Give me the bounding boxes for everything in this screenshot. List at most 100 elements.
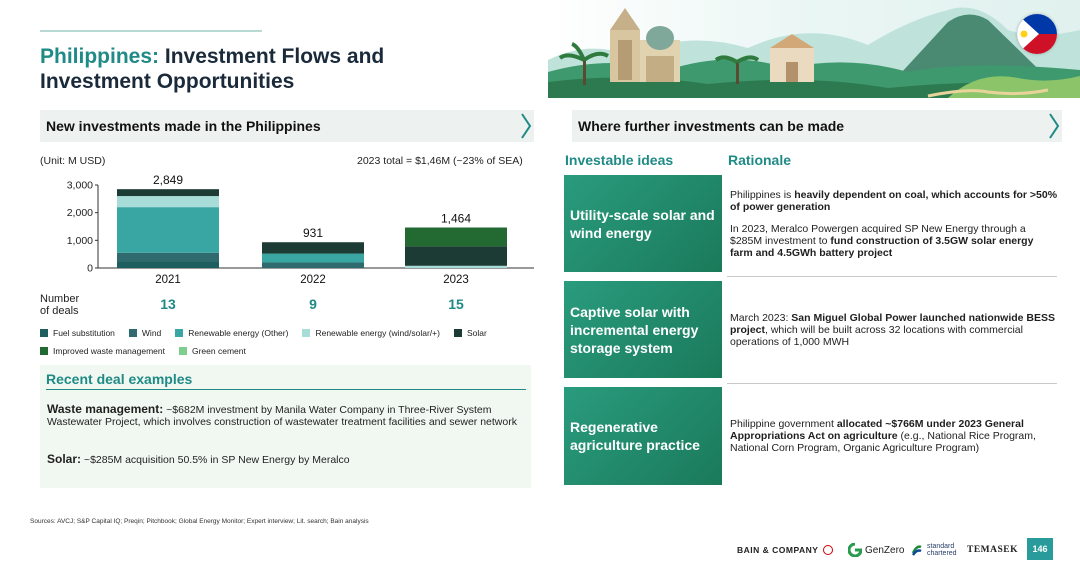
rationale-text: , which will be built across 32 location… bbox=[730, 324, 1023, 348]
legend-label: Green cement bbox=[191, 346, 246, 356]
banner-illustration bbox=[548, 0, 1080, 98]
right-section-header: Where further investments can be made bbox=[572, 110, 1062, 142]
rationale-text: Philippine government bbox=[730, 418, 837, 430]
bar-segment bbox=[117, 196, 219, 208]
chevron-right-icon bbox=[1049, 113, 1060, 139]
genzero-logo: GenZero bbox=[848, 538, 904, 562]
investment-bar-chart: 0 1,000 2,000 3,000 2,849 2021 931 2022 1,464 202… bbox=[67, 173, 534, 286]
total-label: 2023 total = $1,46M (~23% of SEA) bbox=[357, 155, 523, 167]
rationale-bold: San Miguel Global Power launched nationw… bbox=[730, 312, 1056, 336]
legend-item-renewable-other: Renewable energy (Other) bbox=[175, 328, 288, 338]
bar-total-label: 2,849 bbox=[153, 173, 183, 187]
y-tick-label: 2,000 bbox=[67, 207, 93, 219]
philippines-flag-icon bbox=[1017, 14, 1057, 54]
bar-segment bbox=[405, 246, 507, 266]
left-section-header: New investments made in the Philippines bbox=[40, 110, 534, 142]
bar-segment bbox=[117, 207, 219, 253]
recent-deals-box: Recent deal examples Waste management: ~… bbox=[40, 365, 531, 488]
x-tick-label: 2023 bbox=[443, 274, 469, 286]
legend-item-green-cement: Green cement bbox=[178, 346, 246, 356]
bain-logo: BAIN & COMPANY bbox=[737, 538, 834, 562]
legend-label: Solar bbox=[466, 328, 487, 338]
deal-example-label: Waste management: bbox=[47, 402, 164, 416]
legend-label: Fuel substitution bbox=[53, 328, 115, 338]
rationale-text: Philippines is bbox=[730, 189, 795, 201]
bar-segment bbox=[262, 242, 364, 254]
legend-label: Improved waste management bbox=[53, 346, 165, 356]
legend-item-fuel-substitution: Fuel substitution bbox=[40, 328, 115, 338]
deal-example-text: ~$285M acquisition 50.5% in SP New Energ… bbox=[81, 454, 350, 466]
sc-logo-text: chartered bbox=[927, 550, 957, 557]
row-divider bbox=[727, 383, 1057, 384]
legend-item-improved-waste-management: Improved waste management bbox=[40, 346, 165, 356]
title-line1: Investment Flows and bbox=[164, 45, 385, 68]
temasek-logo: TEMASEK bbox=[967, 545, 1019, 555]
idea-captive-solar: Captive solar with incremental energy st… bbox=[564, 281, 722, 378]
rationale-text: (e.g., National Rice Program, National C… bbox=[730, 430, 1036, 454]
recent-deals-title: Recent deal examples bbox=[46, 371, 193, 387]
legend-label: Renewable energy (wind/solar/+) bbox=[315, 328, 440, 338]
y-tick-label: 0 bbox=[87, 263, 93, 275]
bain-mark-icon bbox=[823, 545, 834, 555]
top-rule bbox=[40, 30, 262, 32]
sc-logo-text: standard bbox=[927, 543, 955, 550]
bar-segment bbox=[262, 253, 364, 263]
bar-segment bbox=[117, 252, 219, 262]
page-title: Philippines: Investment Flows and Invest… bbox=[40, 44, 384, 94]
rationale-text: March 2023: bbox=[730, 312, 792, 324]
chart-legend: Fuel substitution Wind Renewable energy … bbox=[40, 325, 534, 361]
divider bbox=[46, 389, 526, 390]
legend-item-solar: Solar bbox=[453, 328, 487, 338]
title-line2: Investment Opportunities bbox=[40, 70, 295, 93]
row-divider bbox=[727, 276, 1057, 277]
investable-ideas-heading: Investable ideas bbox=[565, 152, 674, 168]
page-number: 146 bbox=[1027, 538, 1053, 560]
bar-segment bbox=[117, 261, 219, 268]
bar-total-label: 1,464 bbox=[441, 211, 471, 225]
chevron-right-icon bbox=[521, 113, 532, 139]
bar-segment bbox=[262, 262, 364, 268]
deals-label-line2: of deals bbox=[40, 305, 79, 317]
bar-segment bbox=[405, 227, 507, 247]
deal-example-label: Solar: bbox=[47, 452, 82, 466]
deals-label-line1: Number bbox=[40, 293, 80, 305]
sources-note: Sources: AVCJ; S&P Capital IQ; Preqin; P… bbox=[30, 518, 369, 525]
deal-count-2021: 13 bbox=[160, 296, 176, 312]
deal-example-solar: Solar: ~$285M acquisition 50.5% in SP Ne… bbox=[47, 453, 527, 466]
bar-segment bbox=[117, 189, 219, 197]
deal-count-2023: 15 bbox=[448, 296, 464, 312]
rationale-captive-solar: March 2023: San Miguel Global Power laun… bbox=[730, 312, 1058, 348]
idea-regenerative-agriculture: Regenerative agriculture practice bbox=[564, 387, 722, 485]
standard-chartered-mark-icon bbox=[911, 545, 922, 556]
deal-example-waste: Waste management: ~$682M investment by M… bbox=[47, 403, 527, 428]
idea-utility-solar-wind: Utility-scale solar and wind energy bbox=[564, 175, 722, 272]
bar-total-label: 931 bbox=[303, 226, 323, 240]
deal-example-text: ~$682M investment by Manila Water Compan… bbox=[47, 404, 517, 428]
rationale-bold: fund construction of 3.5GW solar energy … bbox=[730, 235, 1034, 259]
genzero-mark-icon bbox=[848, 543, 862, 557]
rationale-bold: heavily dependent on coal, which account… bbox=[730, 189, 1058, 213]
genzero-logo-text: GenZero bbox=[865, 544, 905, 556]
right-section-title: Where further investments can be made bbox=[578, 118, 845, 134]
legend-label: Wind bbox=[141, 328, 162, 338]
x-tick-label: 2022 bbox=[300, 274, 326, 286]
deal-count-2022: 9 bbox=[309, 296, 317, 312]
y-tick-label: 3,000 bbox=[67, 180, 93, 192]
standard-chartered-logo: standard chartered bbox=[910, 538, 957, 562]
rationale-text: In 2023, Meralco Powergen acquired SP Ne… bbox=[730, 223, 1026, 247]
rationale-utility-solar-wind: Philippines is heavily dependent on coal… bbox=[730, 189, 1058, 259]
legend-label: Renewable energy (Other) bbox=[188, 328, 289, 338]
unit-label: (Unit: M USD) bbox=[40, 155, 106, 167]
rationale-regenerative-agriculture: Philippine government allocated ~$766M u… bbox=[730, 418, 1058, 454]
left-section-title: New investments made in the Philippines bbox=[46, 118, 321, 134]
rationale-heading: Rationale bbox=[728, 152, 792, 168]
rationale-bold: allocated ~$766M under 2023 General Appr… bbox=[730, 418, 1024, 442]
legend-item-wind: Wind bbox=[128, 328, 162, 338]
deals-label: Number of deals bbox=[40, 293, 79, 317]
x-tick-label: 2021 bbox=[155, 274, 181, 286]
y-tick-label: 1,000 bbox=[67, 235, 93, 247]
legend-item-renewable-wind-solar: Renewable energy (wind/solar/+) bbox=[302, 328, 440, 338]
title-accent: Philippines: bbox=[40, 45, 160, 68]
bain-logo-text: BAIN & COMPANY bbox=[737, 545, 819, 555]
bar-segment bbox=[405, 265, 507, 268]
